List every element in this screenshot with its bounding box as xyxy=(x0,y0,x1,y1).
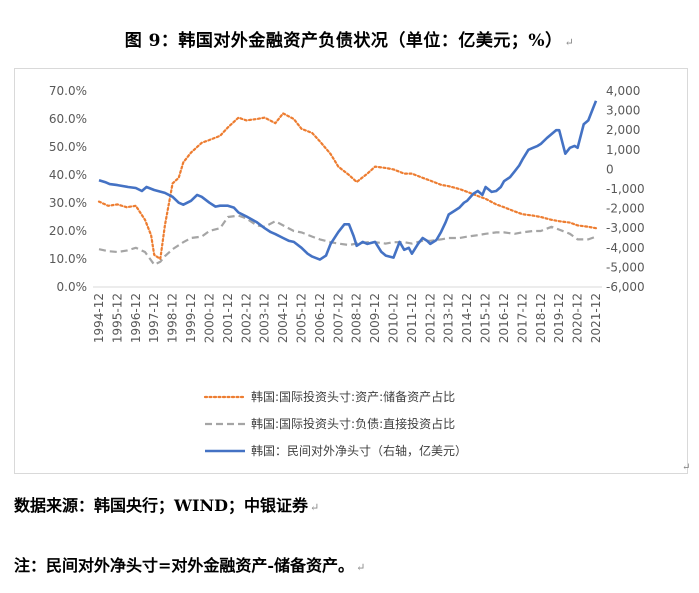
x-tick-label: 1995-12 xyxy=(110,293,124,343)
y-right-tick-label: 1,000 xyxy=(606,143,640,157)
y-right-tick-label: -1,000 xyxy=(606,182,645,196)
x-tick-label: 2002-12 xyxy=(239,293,253,343)
footnote-text: 注：民间对外净头寸=对外金融资产-储备资产。 ↵ xyxy=(14,556,366,575)
y-right-tick-label: -3,000 xyxy=(606,221,645,235)
source-paragraph-mark: ↵ xyxy=(309,501,320,514)
legend-label-2: 韩国:国际投资头寸:负债:直接投资占比 xyxy=(251,416,455,431)
x-tick-label: 1994-12 xyxy=(92,293,106,343)
y-left-tick-label: 50.0% xyxy=(49,140,87,154)
line-chart: 0.0% 10.0% 20.0% 30.0% 40.0% 50.0% 60.0% 70.0% -… xyxy=(49,84,645,458)
x-tick-label: 2021-12 xyxy=(589,293,603,343)
series-line-1 xyxy=(97,112,598,261)
x-tick-label: 2014-12 xyxy=(460,293,474,343)
legend-label-1: 韩国:国际投资头寸:资产:储备资产占比 xyxy=(251,389,455,404)
x-tick-label: 2010-12 xyxy=(387,293,401,343)
y-right-tick-label: 2,000 xyxy=(606,123,640,137)
series-line-3 xyxy=(98,100,598,261)
x-tick-label: 2019-12 xyxy=(552,293,566,343)
y-right-tick-label: -5,000 xyxy=(606,260,645,274)
legend-label-3: 韩国：民间对外净头寸（右轴，亿美元） xyxy=(251,443,467,458)
x-tick-label: 2006-12 xyxy=(313,293,327,343)
figure-title: 图 9：韩国对外金融资产负债状况（单位：亿美元；%） ↵ xyxy=(124,31,575,51)
y-right-tick-label: -6,000 xyxy=(606,280,645,294)
x-tick-label: 2020-12 xyxy=(571,293,585,343)
x-tick-label: 1998-12 xyxy=(166,293,180,343)
y-left-tick-label: 20.0% xyxy=(49,224,87,238)
x-tick-label: 2000-12 xyxy=(202,293,216,343)
x-tick-label: 2013-12 xyxy=(442,293,456,343)
y-right-tick-label: 4,000 xyxy=(606,84,640,98)
y-left-tick-label: 40.0% xyxy=(49,168,87,182)
data-source-text: 数据来源：韩国央行；WIND；中银证券 ↵ xyxy=(14,496,320,515)
y-left-tick-label: 70.0% xyxy=(49,84,87,98)
x-tick-label: 2016-12 xyxy=(497,293,511,343)
x-tick-label: 2005-12 xyxy=(294,293,308,343)
y-right-tick-label: -2,000 xyxy=(606,202,645,216)
y-left-tick-label: 0.0% xyxy=(57,280,88,294)
x-tick-label: 1997-12 xyxy=(147,293,161,343)
x-tick-label: 2015-12 xyxy=(479,293,493,343)
x-tick-label: 2011-12 xyxy=(405,293,419,343)
y-left-tick-label: 60.0% xyxy=(49,112,87,126)
y-right-tick-label: 3,000 xyxy=(606,104,640,118)
y-left-tick-label: 30.0% xyxy=(49,196,87,210)
x-tick-label: 2012-12 xyxy=(423,293,437,343)
y-right-tick-label: 0 xyxy=(606,162,614,176)
series-line-2 xyxy=(98,214,597,266)
x-tick-label: 1996-12 xyxy=(129,293,143,343)
x-tick-label: 2018-12 xyxy=(534,293,548,343)
x-tick-label: 2004-12 xyxy=(276,293,290,343)
paragraph-mark: ↵ xyxy=(564,36,575,49)
chart-paragraph-mark: ↵ xyxy=(682,462,691,473)
x-tick-label: 2017-12 xyxy=(515,293,529,343)
x-tick-label: 2001-12 xyxy=(221,293,235,343)
chart-frame: 0.0% 10.0% 20.0% 30.0% 40.0% 50.0% 60.0% 70.0% -… xyxy=(14,68,688,474)
y-left-tick-label: 10.0% xyxy=(49,252,87,266)
x-tick-label: 1999-12 xyxy=(184,293,198,343)
x-tick-label: 2008-12 xyxy=(350,293,364,343)
note-paragraph-mark: ↵ xyxy=(356,561,366,574)
x-tick-label: 2003-12 xyxy=(258,293,272,343)
x-tick-label: 2007-12 xyxy=(331,293,345,343)
y-right-tick-label: -4,000 xyxy=(606,241,645,255)
x-tick-label: 2009-12 xyxy=(368,293,382,343)
